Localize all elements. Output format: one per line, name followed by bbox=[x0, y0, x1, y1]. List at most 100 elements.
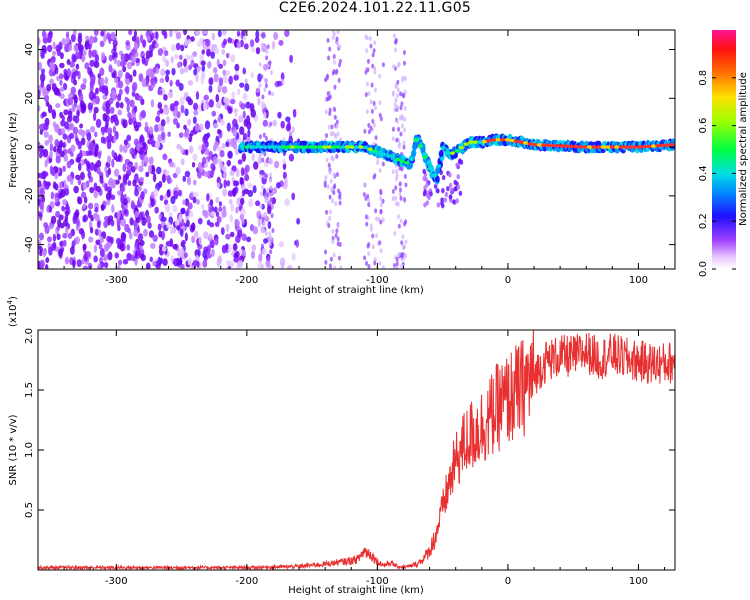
ridge-core bbox=[564, 144, 570, 148]
noise-speck bbox=[192, 192, 199, 198]
noise-speck bbox=[367, 202, 371, 208]
noise-speck bbox=[117, 174, 122, 181]
noise-speck bbox=[85, 35, 90, 41]
noise-speck bbox=[80, 191, 87, 199]
noise-speck bbox=[104, 76, 109, 85]
noise-speck bbox=[107, 218, 111, 226]
noise-speck bbox=[230, 203, 235, 212]
noise-speck bbox=[41, 30, 47, 38]
noise-speck bbox=[66, 160, 72, 169]
noise-speck bbox=[114, 252, 119, 259]
noise-speck bbox=[394, 201, 398, 207]
noise-speck bbox=[263, 77, 267, 83]
ridge-core bbox=[541, 143, 547, 147]
noise-speck bbox=[82, 243, 87, 251]
noise-speck bbox=[263, 238, 268, 244]
noise-speck bbox=[108, 64, 113, 73]
noise-speck bbox=[213, 122, 219, 129]
noise-speck bbox=[403, 116, 407, 122]
noise-speck bbox=[191, 222, 196, 232]
snr-xlabel: Height of straight line (km) bbox=[288, 585, 424, 596]
noise-speck bbox=[97, 73, 101, 79]
noise-speck bbox=[141, 55, 146, 65]
noise-speck bbox=[93, 255, 98, 263]
noise-speck bbox=[38, 37, 41, 46]
noise-speck bbox=[266, 191, 270, 197]
noise-speck bbox=[367, 198, 371, 204]
noise-speck bbox=[404, 239, 408, 245]
noise-speck bbox=[85, 251, 91, 258]
noise-speck bbox=[50, 191, 55, 200]
ridge-core bbox=[344, 145, 350, 149]
noise-speck bbox=[204, 38, 211, 47]
ridge-core bbox=[395, 157, 401, 162]
noise-speck bbox=[38, 123, 43, 131]
noise-speck bbox=[179, 228, 184, 237]
ridge-blob bbox=[438, 149, 444, 158]
noise-speck bbox=[111, 204, 115, 214]
noise-speck bbox=[137, 233, 144, 242]
noise-speck bbox=[333, 107, 337, 113]
noise-speck bbox=[114, 77, 119, 84]
noise-speck bbox=[367, 251, 371, 257]
noise-speck bbox=[117, 225, 121, 232]
noise-speck bbox=[268, 158, 272, 164]
noise-speck bbox=[211, 32, 216, 41]
noise-speck bbox=[216, 257, 222, 267]
noise-speck bbox=[335, 123, 339, 129]
noise-speck bbox=[379, 208, 383, 214]
noise-speck bbox=[157, 223, 162, 231]
noise-speck bbox=[367, 91, 371, 97]
noise-speck bbox=[41, 44, 47, 54]
noise-speck bbox=[95, 95, 100, 105]
noise-speck bbox=[226, 105, 231, 112]
noise-speck bbox=[62, 232, 68, 239]
noise-speck bbox=[82, 215, 87, 223]
noise-speck bbox=[400, 115, 404, 121]
noise-speck bbox=[392, 64, 396, 70]
noise-speck bbox=[65, 31, 70, 39]
noise-speck bbox=[202, 135, 208, 144]
y-tick-label: -40 bbox=[24, 236, 35, 252]
ridge-core bbox=[358, 145, 364, 149]
noise-speck bbox=[134, 242, 138, 250]
noise-speck bbox=[367, 129, 371, 135]
noise-speck bbox=[251, 46, 255, 53]
noise-speck bbox=[367, 122, 371, 128]
noise-speck bbox=[403, 173, 407, 179]
noise-speck bbox=[242, 67, 247, 75]
noise-speck bbox=[269, 121, 273, 127]
noise-speck bbox=[223, 179, 227, 189]
noise-speck bbox=[209, 239, 215, 249]
noise-speck bbox=[206, 132, 211, 138]
noise-speck bbox=[240, 103, 246, 110]
noise-speck bbox=[150, 242, 156, 249]
noise-speck bbox=[213, 73, 219, 83]
noise-speck bbox=[61, 205, 65, 212]
noise-speck bbox=[395, 266, 399, 269]
ridge-core bbox=[536, 143, 542, 147]
noise-speck bbox=[87, 262, 93, 269]
noise-speck bbox=[429, 191, 433, 197]
noise-speck bbox=[94, 207, 99, 213]
noise-speck bbox=[241, 233, 247, 242]
noise-speck bbox=[226, 260, 231, 267]
ridge-core bbox=[308, 145, 314, 149]
noise-speck bbox=[168, 212, 173, 218]
x-tick-label: -300 bbox=[105, 576, 128, 587]
noise-speck bbox=[443, 197, 448, 203]
noise-speck bbox=[59, 62, 65, 69]
noise-speck bbox=[399, 91, 403, 97]
noise-speck bbox=[59, 52, 64, 60]
ridge-core bbox=[500, 137, 506, 142]
noise-speck bbox=[152, 260, 157, 267]
colorbar-tick-label: 0.2 bbox=[698, 213, 709, 229]
noise-speck bbox=[365, 48, 369, 54]
noise-speck bbox=[374, 135, 378, 141]
noise-speck bbox=[45, 101, 50, 107]
noise-speck bbox=[126, 134, 132, 142]
noise-speck bbox=[73, 185, 79, 194]
noise-speck bbox=[218, 63, 223, 69]
noise-speck bbox=[187, 118, 192, 126]
x-tick-label: 100 bbox=[629, 275, 648, 286]
